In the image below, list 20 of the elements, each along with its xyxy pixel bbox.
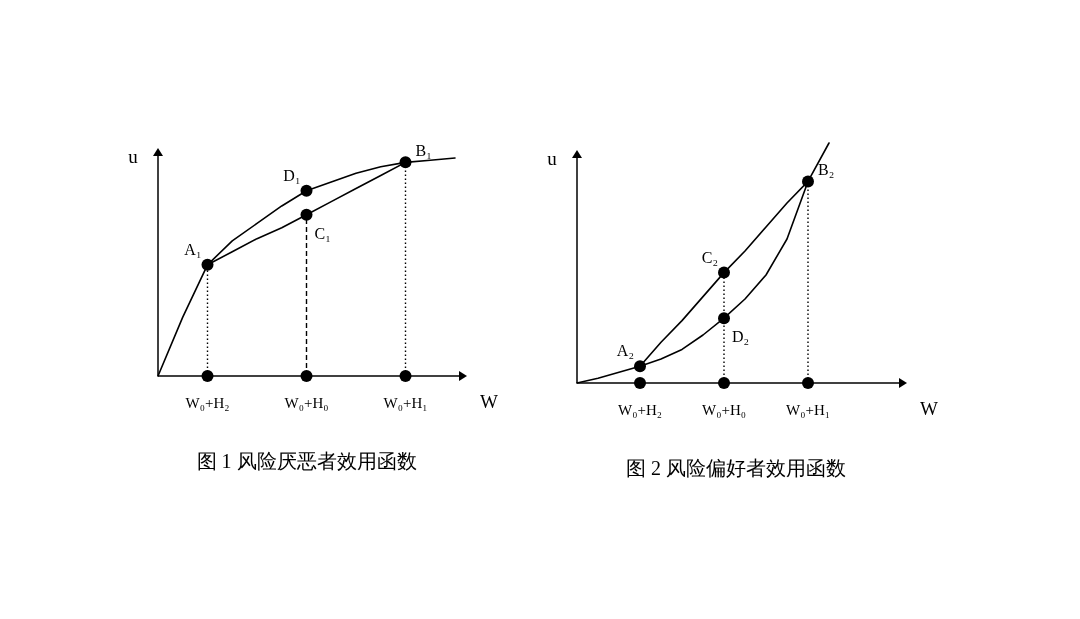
annotation: A₂ (616, 342, 634, 360)
x-axis-title: W (920, 398, 939, 419)
annotation: C₁ (314, 224, 331, 242)
x-tick-label: W₀+H₀ (284, 395, 329, 411)
x-tick-label: W₀+H₁ (786, 402, 830, 418)
annotation: D₂ (732, 328, 750, 346)
annotation: A₁ (184, 240, 202, 258)
annotation: D₁ (283, 166, 301, 184)
y-axis-title: u (128, 146, 139, 167)
annotation: C₂ (701, 248, 718, 266)
x-tick-label: W₀+H₀ (702, 402, 746, 418)
annotation: B₁ (415, 142, 432, 160)
x-axis-title: W (480, 391, 499, 412)
annotation: B₂ (818, 161, 835, 179)
text: 图 2 风险偏好者效用函数 (626, 457, 846, 479)
text: 图 1 风险厌恶者效用函数 (196, 450, 417, 472)
x-tick-label: W₀+H₂ (618, 402, 662, 418)
y-axis-title: u (547, 148, 558, 169)
x-tick-label: W₀+H₁ (383, 395, 428, 411)
x-tick-label: W₀+H₂ (185, 395, 230, 411)
